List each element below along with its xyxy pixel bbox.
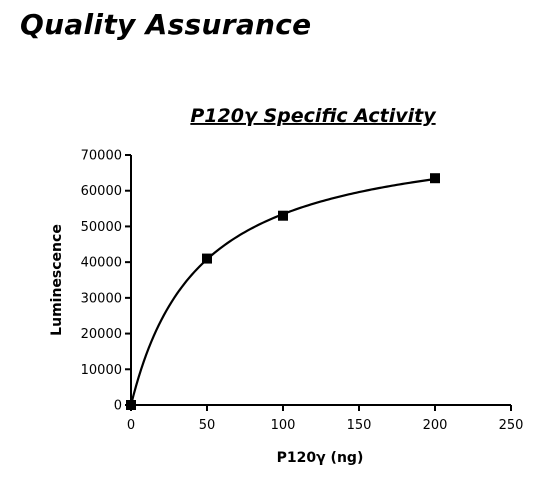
y-tick-label: 60000 [81,184,122,199]
chart-axes [130,155,511,406]
y-tick-label: 70000 [81,149,122,164]
y-tick-label: 40000 [81,256,122,271]
y-tick-label: 0 [114,399,122,414]
y-tick-label: 30000 [81,291,122,306]
data-point [278,210,288,221]
y-axis-label: Luminescence [49,224,65,336]
y-tick-label: 10000 [81,363,122,378]
x-tick-label: 150 [347,418,372,433]
chart-title: P120γ Specific Activity [190,105,437,127]
data-points-layer [126,173,440,410]
x-tick-label: 50 [199,418,216,433]
y-tick-label: 20000 [81,327,122,342]
y-axis-ticks: 0 10000 20000 30000 40000 50000 60000 70000 [81,149,131,414]
data-point [202,253,212,264]
x-tick-label: 0 [127,418,135,433]
x-tick-label: 250 [499,418,524,433]
y-tick-label: 50000 [81,220,122,235]
x-tick-label: 100 [271,418,296,433]
x-axis-label: P120γ (ng) [277,450,364,466]
x-tick-label: 200 [423,418,448,433]
data-point [126,400,136,410]
data-point [430,173,440,184]
x-axis-ticks: 0 50 100 150 200 250 [127,405,524,433]
page-heading: Quality Assurance [20,8,312,41]
